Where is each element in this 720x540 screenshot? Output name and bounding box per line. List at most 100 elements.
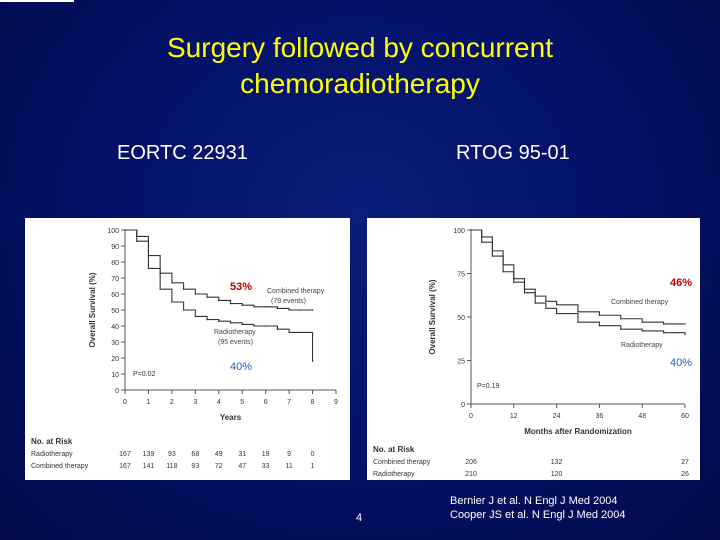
series-point (534, 302, 536, 304)
y-tick-label: 80 (111, 260, 119, 267)
reference-1: Bernier J et al. N Engl J Med 2004 (450, 495, 618, 507)
series-point (481, 241, 483, 243)
series-point (513, 281, 515, 283)
y-tick-label: 50 (457, 315, 465, 322)
series-label: Combined therapy (267, 288, 325, 295)
series-point (620, 328, 622, 330)
series-point (171, 301, 173, 303)
x-tick-label: 12 (510, 413, 518, 420)
series-point (136, 240, 138, 242)
series-point (241, 323, 243, 326)
at-risk-value: 167 (119, 451, 131, 458)
series-point (684, 333, 686, 336)
at-risk-value: 206 (465, 459, 477, 466)
x-tick-label: 4 (217, 399, 221, 406)
at-risk-value: 31 (238, 451, 246, 458)
x-tick-label: 6 (264, 399, 268, 406)
at-risk-value: 27 (681, 459, 689, 466)
rtog-chart-panel: 0 25 50 75 100 0 12 24 36 48 60 Months after Random… (367, 218, 700, 480)
series-point (264, 306, 267, 308)
at-risk-value: 49 (215, 451, 223, 458)
series-point (218, 299, 220, 302)
series-point (545, 300, 547, 303)
series-point (641, 321, 643, 323)
at-risk-value: 9 (287, 451, 291, 458)
y-tick-label: 0 (461, 402, 465, 409)
at-risk-value: 72 (215, 463, 223, 470)
series-point (641, 330, 643, 332)
annotation-lower-percent: 40% (230, 361, 252, 373)
at-risk-row-label: Combined therapy (31, 463, 89, 470)
x-tick-label: 7 (287, 399, 291, 406)
annotation-lower-percent: 40% (670, 357, 692, 369)
series-point (288, 331, 290, 334)
series-point (171, 282, 173, 284)
series-point (598, 325, 601, 327)
at-risk-header: No. at Risk (373, 445, 415, 454)
x-tick-label: 2 (170, 399, 174, 406)
series-point (264, 325, 267, 327)
y-tick-label: 70 (111, 276, 119, 283)
at-risk-value: 0 (311, 451, 315, 458)
at-risk-row-label: Radiotherapy (373, 471, 415, 478)
at-risk-value: 141 (143, 463, 155, 470)
series-label: Radiotherapy (621, 342, 663, 349)
series-point (276, 328, 279, 330)
series-label: Radiotherapy (214, 329, 256, 336)
x-tick-label: 24 (553, 413, 561, 420)
references: Bernier J et al. N Engl J Med 2004 Coope… (450, 494, 720, 522)
series-point (470, 229, 472, 231)
series-point (218, 320, 220, 322)
x-tick-label: 60 (681, 413, 689, 420)
at-risk-value: 68 (191, 451, 199, 458)
series-point (523, 291, 526, 294)
y-tick-label: 50 (111, 308, 119, 315)
at-risk-value: 118 (166, 463, 177, 470)
series-point (253, 325, 255, 327)
series-events-label: (79 events) (271, 298, 306, 305)
at-risk-value: 139 (143, 451, 155, 458)
series-point (662, 323, 665, 325)
at-risk-value: 167 (119, 463, 131, 470)
at-risk-value: 11 (285, 463, 292, 470)
series-point (300, 309, 302, 311)
series-point (194, 315, 197, 318)
series-point (229, 322, 232, 324)
series-line-combined-therapy (471, 229, 685, 325)
series-point (620, 318, 622, 320)
y-tick-label: 10 (111, 372, 119, 379)
series-point (598, 314, 601, 316)
series-point (577, 321, 579, 323)
series-point (288, 309, 290, 311)
series-point (229, 302, 232, 305)
series-point (311, 309, 314, 311)
x-tick-label: 3 (193, 399, 197, 406)
x-axis-label: Years (220, 413, 242, 422)
at-risk-value: 93 (168, 451, 176, 458)
at-risk-value: 26 (681, 471, 689, 478)
series-point (182, 288, 185, 290)
x-tick-label: 0 (123, 399, 127, 406)
series-point (577, 311, 579, 313)
y-tick-label: 75 (457, 272, 465, 279)
series-point (159, 288, 161, 290)
series-point (662, 331, 665, 334)
title-line-1: Surgery followed by concurrent (167, 32, 553, 63)
at-risk-value: 210 (465, 471, 477, 478)
series-point (241, 304, 243, 306)
series-point (206, 296, 208, 298)
at-risk-value: 19 (262, 451, 270, 458)
y-tick-label: 0 (115, 388, 119, 395)
y-tick-label: 20 (111, 356, 119, 363)
series-point (555, 312, 558, 315)
series-point (276, 307, 279, 310)
at-risk-header: No. at Risk (31, 437, 73, 446)
series-label: Combined therapy (611, 299, 669, 306)
y-tick-label: 25 (457, 359, 465, 366)
slide-title: Surgery followed by concurrent chemoradi… (0, 30, 720, 102)
series-point (311, 360, 314, 362)
x-tick-label: 9 (334, 399, 338, 406)
y-tick-label: 40 (111, 324, 119, 331)
series-point (545, 307, 547, 309)
